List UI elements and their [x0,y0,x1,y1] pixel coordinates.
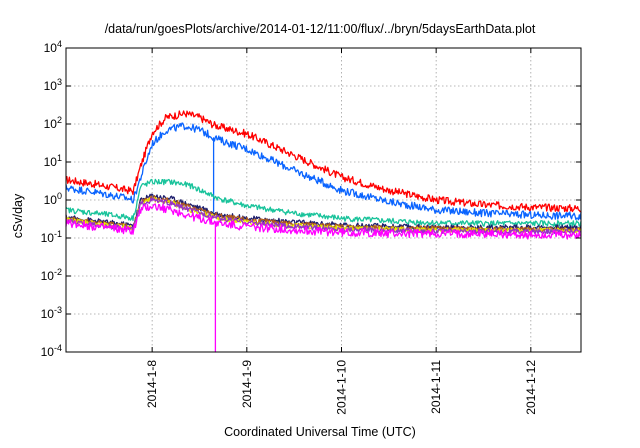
x-tick-label: 2014-1-8 [145,360,159,408]
y-tick-label: 102 [44,115,62,131]
x-tick-label: 2014-1-9 [240,360,254,408]
series-line [65,203,582,353]
y-tick-label: 10-3 [41,305,62,321]
series-line [65,110,582,213]
y-axis-label: cSv/day [11,193,25,239]
series-line [65,197,582,235]
y-tick-label: 10-1 [41,229,62,245]
y-tick-label: 103 [44,77,62,93]
chart-title: /data/run/goesPlots/archive/2014-01-12/1… [104,22,536,36]
y-tick-label: 104 [44,39,62,55]
x-tick-label: 2014-1-11 [429,360,443,414]
y-tick-label: 10-4 [41,343,62,359]
series-line [65,178,582,227]
x-tick-label: 2014-1-10 [334,360,348,415]
y-tick-label: 100 [44,191,62,207]
y-tick-label: 101 [44,153,62,169]
x-axis-label: Coordinated Universal Time (UTC) [224,425,416,439]
series-line [65,122,582,221]
y-tick-label: 10-2 [41,267,62,283]
x-tick-label: 2014-1-12 [524,360,538,415]
series-line [65,195,582,233]
